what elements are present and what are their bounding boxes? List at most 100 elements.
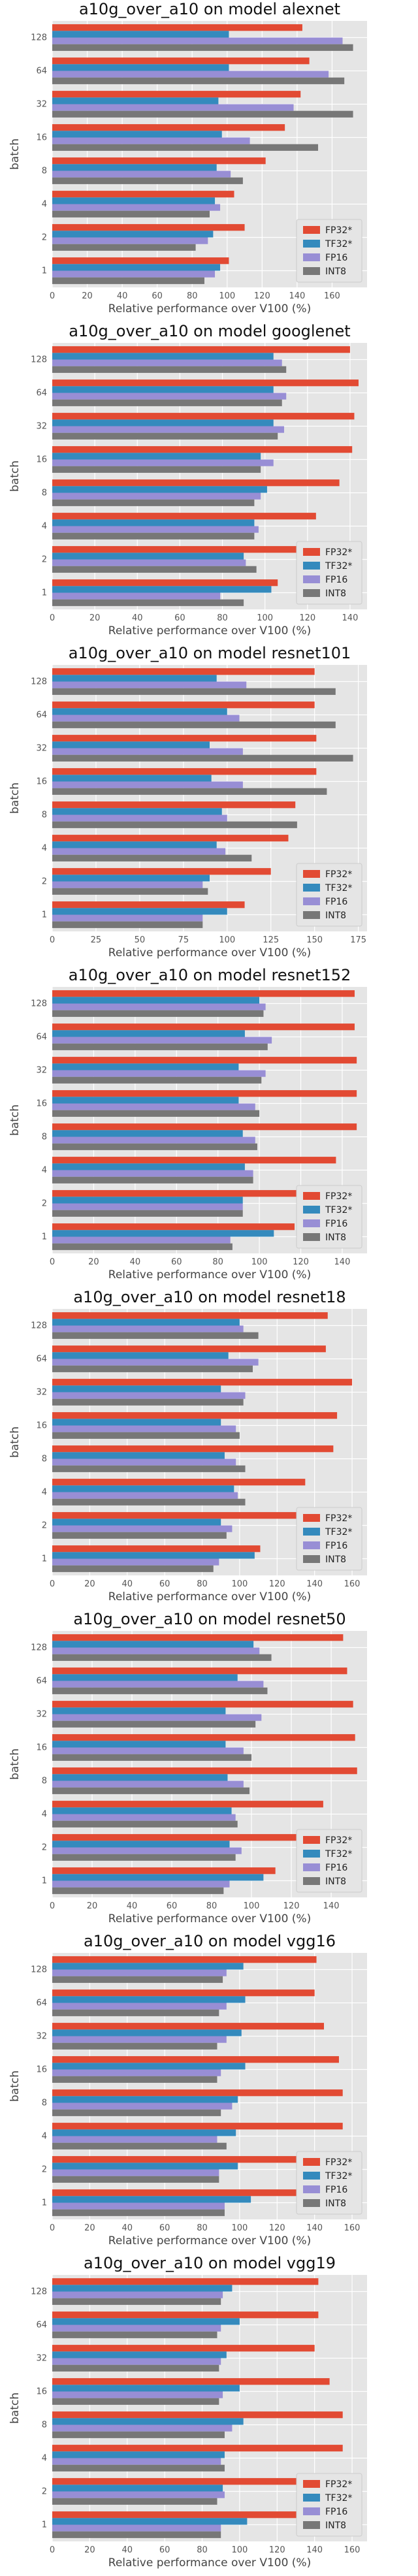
- legend-label-tf32: TF32*: [325, 1527, 352, 1538]
- bar-fp32-batch-2: [52, 2478, 334, 2485]
- bar-fp32-batch-64: [52, 1667, 347, 1675]
- bar-int8-batch-128: [52, 2298, 221, 2305]
- legend-swatch-fp16: [303, 1541, 320, 1549]
- bar-tf32-batch-16: [52, 775, 212, 782]
- bar-fp16-batch-16: [52, 2069, 221, 2076]
- bar-int8-batch-16: [52, 2076, 217, 2083]
- legend-label-fp32: FP32*: [325, 2479, 352, 2490]
- legend-label-tf32: TF32*: [325, 1849, 352, 1860]
- bar-tf32-batch-2: [52, 231, 214, 238]
- bar-int8-batch-128: [52, 1332, 259, 1339]
- bar-int8-batch-64: [52, 1365, 253, 1372]
- legend-label-tf32: TF32*: [325, 2171, 352, 2182]
- bar-fp16-batch-128: [52, 2291, 223, 2298]
- bar-fp32-batch-1: [52, 2189, 315, 2197]
- bar-int8-batch-128: [52, 1654, 272, 1661]
- y-tick-label: 16: [36, 1421, 47, 1431]
- bar-tf32-batch-2: [52, 553, 244, 560]
- bar-fp16-batch-64: [52, 393, 287, 400]
- legend-swatch-fp16: [303, 253, 320, 261]
- y-tick-label: 16: [36, 455, 47, 465]
- x-axis-label: Relative performance over V100 (%): [108, 1268, 311, 1281]
- bar-int8-batch-128: [52, 688, 336, 695]
- y-tick-label: 1: [42, 910, 47, 920]
- legend-box: [296, 2151, 362, 2215]
- legend-swatch-tf32: [303, 240, 320, 248]
- bar-tf32-batch-16: [52, 1419, 221, 1426]
- bar-tf32-batch-4: [52, 2451, 225, 2458]
- y-axis-label: batch: [8, 1104, 22, 1136]
- y-tick-label: 4: [42, 522, 47, 532]
- bar-tf32-batch-1: [52, 1230, 274, 1237]
- bar-fp16-batch-8: [52, 1458, 236, 1466]
- x-tick-label: 40: [130, 1257, 141, 1267]
- x-tick-label: 40: [117, 291, 128, 301]
- y-tick-label: 64: [36, 1677, 47, 1686]
- x-tick-label: 140: [334, 1257, 351, 1267]
- bar-tf32-batch-1: [52, 908, 227, 915]
- bar-fp16-batch-128: [52, 1969, 227, 1976]
- bar-fp16-batch-1: [52, 592, 221, 600]
- y-tick-label: 64: [36, 2321, 47, 2330]
- chart-title: a10g_over_a10 on model vgg19: [84, 2254, 336, 2272]
- bar-fp16-batch-1: [52, 1558, 219, 1566]
- bar-fp16-batch-16: [52, 459, 274, 466]
- bar-tf32-batch-16: [52, 453, 261, 460]
- bar-fp32-batch-128: [52, 2278, 319, 2285]
- bar-fp32-batch-16: [52, 446, 353, 453]
- bar-tf32-batch-128: [52, 353, 274, 360]
- bar-fp16-batch-1: [52, 270, 216, 278]
- legend: FP32* TF32* FP16 INT8: [296, 2151, 362, 2215]
- bar-tf32-batch-64: [52, 64, 229, 71]
- legend-label-fp32: FP32*: [325, 1835, 352, 1846]
- bar-int8-batch-64: [52, 1687, 268, 1694]
- bar-fp16-batch-16: [52, 781, 243, 788]
- x-tick-label: 60: [159, 1579, 170, 1589]
- bar-fp32-batch-32: [52, 1379, 353, 1386]
- legend-label-fp16: FP16: [325, 575, 347, 585]
- chart-panel: a10g_over_a10 on model resnet101 0 25 50 75 1…: [8, 644, 367, 959]
- bar-tf32-batch-32: [52, 97, 219, 105]
- y-tick-label: 32: [36, 1710, 47, 1720]
- bar-fp32-batch-128: [52, 1634, 344, 1641]
- y-tick-label: 4: [42, 2454, 47, 2464]
- bar-fp32-batch-2: [52, 1512, 304, 1519]
- x-tick-label: 0: [50, 2223, 55, 2233]
- bar-int8-batch-1: [52, 2209, 225, 2216]
- bar-tf32-batch-64: [52, 1996, 246, 2003]
- bar-fp32-batch-128: [52, 668, 315, 675]
- x-tick-label: 160: [344, 1579, 361, 1589]
- bar-fp16-batch-8: [52, 492, 261, 500]
- bar-int8-batch-2: [52, 888, 208, 895]
- chart-title: a10g_over_a10 on model resnet50: [73, 1610, 346, 1628]
- chart-title: a10g_over_a10 on model googlenet: [69, 322, 350, 340]
- x-tick-label: 100: [231, 2545, 248, 2555]
- x-axis-label: Relative performance over V100 (%): [108, 2234, 311, 2247]
- bar-fp16-batch-64: [52, 1359, 259, 1366]
- bar-fp16-batch-2: [52, 1203, 243, 1210]
- bar-int8-batch-128: [52, 1976, 223, 1983]
- y-tick-label: 64: [36, 711, 47, 720]
- x-tick-label: 40: [121, 2223, 133, 2233]
- bar-fp32-batch-128: [52, 1956, 317, 1963]
- y-tick-label: 4: [42, 844, 47, 854]
- bar-tf32-batch-1: [52, 1552, 255, 1559]
- bar-fp32-batch-4: [52, 1479, 306, 1486]
- y-tick-label: 128: [31, 355, 47, 365]
- y-tick-label: 128: [31, 1321, 47, 1331]
- bar-fp16-batch-128: [52, 1003, 266, 1010]
- x-tick-label: 80: [217, 613, 228, 623]
- bar-fp32-batch-32: [52, 413, 355, 420]
- legend: FP32* TF32* FP16 INT8: [296, 1829, 362, 1893]
- legend-box: [296, 863, 362, 927]
- legend-swatch-fp32: [303, 1836, 320, 1844]
- bar-fp16-batch-1: [52, 1880, 230, 1888]
- x-tick-label: 125: [263, 935, 279, 945]
- bar-fp16-batch-4: [52, 2136, 217, 2143]
- y-tick-label: 16: [36, 2065, 47, 2075]
- chart-panel: a10g_over_a10 on model vgg16 0 20 40 60 80 100…: [8, 1932, 367, 2247]
- legend-label-int8: INT8: [325, 910, 346, 921]
- bar-tf32-batch-128: [52, 675, 217, 682]
- bar-int8-batch-64: [52, 77, 345, 84]
- y-tick-label: 16: [36, 1743, 47, 1753]
